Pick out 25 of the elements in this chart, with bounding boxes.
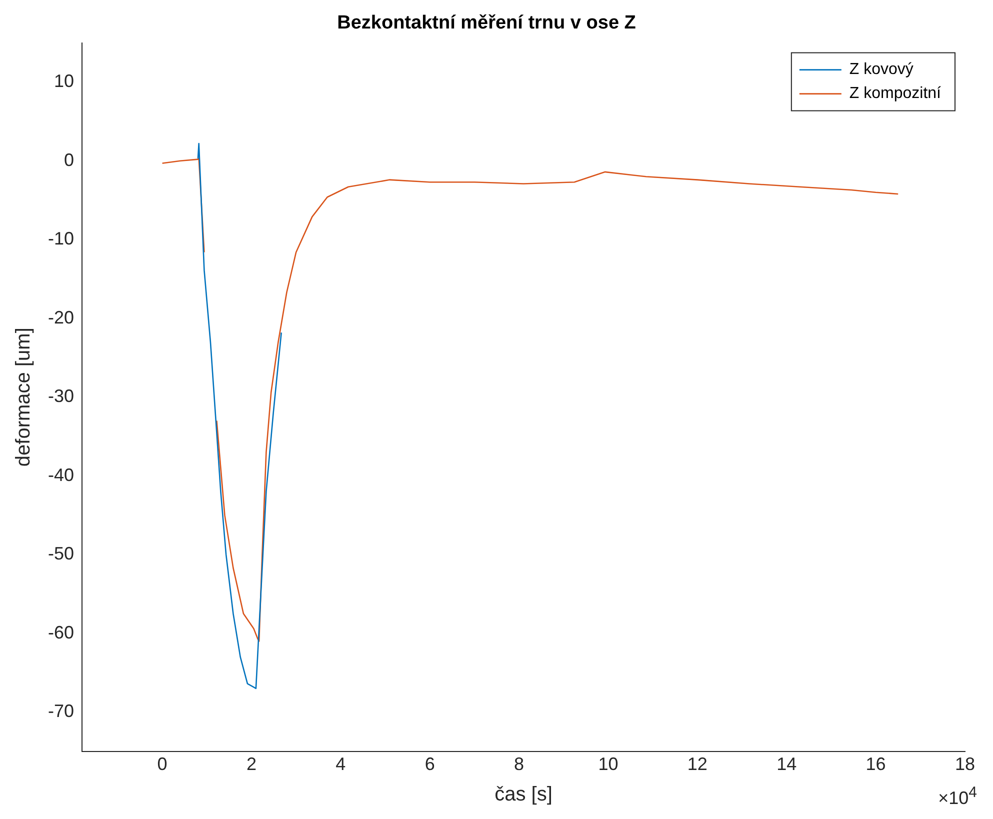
x-tick-label: 2 [246, 754, 256, 774]
x-tick-label: 0 [157, 754, 168, 774]
x-tick-label: 10 [598, 754, 618, 774]
legend-label: Z kompozitní [849, 85, 942, 102]
x-tick-label: 12 [687, 754, 708, 774]
x-tick-label: 8 [514, 754, 524, 774]
y-axis-title: deformace [um] [12, 328, 35, 467]
y-tick-label: -70 [48, 701, 74, 721]
chart-title: Bezkontaktní měření trnu v ose Z [337, 12, 636, 34]
text: ×10$^{4}$ [938, 784, 977, 809]
x-tick-label: 18 [954, 754, 976, 774]
y-tick-label: -40 [48, 464, 74, 485]
x-tick-label: 14 [776, 754, 797, 774]
y-tick-label: -10 [48, 228, 74, 249]
x-axis-title: čas [s] [494, 784, 552, 806]
y-tick-label: -20 [48, 307, 74, 328]
y-tick-label: 0 [64, 150, 74, 170]
x-tick-label: 4 [336, 754, 346, 774]
x-tick-label: 6 [424, 754, 435, 774]
legend-label: Z kovový [849, 61, 914, 78]
y-tick-label: -60 [48, 622, 74, 642]
x-tick-label: 16 [866, 754, 886, 774]
y-tick-label: 10 [54, 71, 74, 92]
y-tick-label: -50 [48, 544, 74, 564]
y-tick-label: -30 [48, 386, 74, 406]
